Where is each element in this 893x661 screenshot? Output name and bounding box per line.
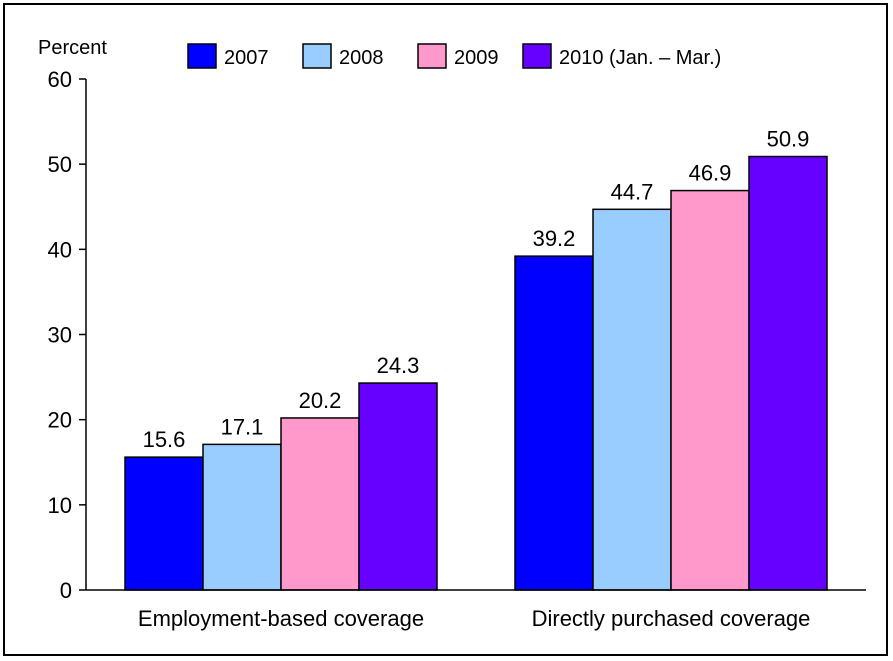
data-label: 24.3 (377, 353, 420, 378)
data-label: 44.7 (611, 179, 654, 204)
legend-swatch (187, 43, 217, 69)
y-tick-label: 40 (48, 237, 72, 262)
y-tick-label: 50 (48, 152, 72, 177)
data-labels: 15.6 17.1 20.2 24.3 39.2 44.7 46.9 50.9 (143, 127, 810, 453)
bar (592, 208, 672, 591)
legend-swatch (417, 43, 447, 69)
bar (280, 417, 360, 591)
category-label: Employment-based coverage (138, 606, 424, 631)
category-labels: Employment-based coverage Directly purcha… (138, 606, 810, 631)
y-tick-label: 10 (48, 493, 72, 518)
y-tick-label: 30 (48, 323, 72, 348)
y-axis-label: Percent (38, 37, 107, 59)
bar (202, 443, 282, 591)
category-label: Directly purchased coverage (532, 606, 811, 631)
y-tick-label: 60 (48, 67, 72, 92)
y-tick-label: 0 (60, 578, 72, 603)
data-label: 39.2 (533, 226, 576, 251)
bar (358, 382, 438, 591)
legend-label: 2009 (454, 47, 499, 69)
data-label: 50.9 (767, 127, 810, 152)
bar (748, 155, 828, 591)
data-label: 20.2 (299, 388, 342, 413)
legend-label: 2007 (224, 47, 269, 69)
data-label: 46.9 (689, 161, 732, 186)
y-axis: 0 10 20 30 40 50 60 (48, 67, 86, 603)
legend-label: 2008 (339, 47, 384, 69)
data-label: 15.6 (143, 427, 186, 452)
bar (124, 456, 204, 591)
y-tick-label: 20 (48, 408, 72, 433)
legend-swatch (522, 43, 552, 69)
bar (514, 255, 594, 591)
bar (670, 189, 750, 591)
bars (124, 155, 828, 591)
legend-swatch (302, 43, 332, 69)
data-label: 17.1 (221, 414, 264, 439)
legend: 2007 2008 2009 2010 (Jan. – Mar.) (187, 43, 721, 69)
legend-label: 2010 (Jan. – Mar.) (559, 47, 721, 69)
